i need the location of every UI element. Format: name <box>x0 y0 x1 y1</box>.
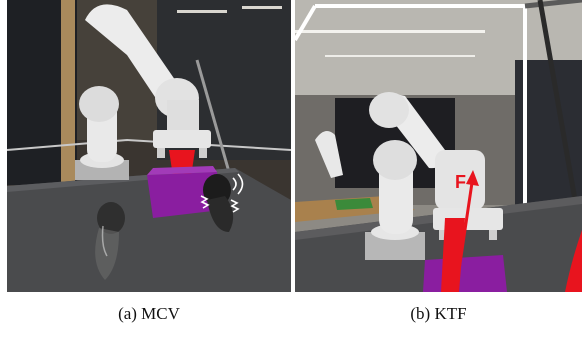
background-robot <box>315 131 343 178</box>
photo-panel-ktf: F <box>295 0 582 292</box>
vibration-icon <box>200 195 210 209</box>
caption-ktf: (b) KTF <box>410 304 467 323</box>
mcv-vr-scene <box>7 0 291 292</box>
photo-panel-mcv <box>7 0 291 292</box>
force-label: F <box>455 172 466 192</box>
ktf-vr-scene: F <box>295 0 582 292</box>
robot-gripper <box>153 130 211 148</box>
caption-mcv: (a) MCV <box>118 304 180 323</box>
force-arrow <box>457 175 475 271</box>
red-virtual-bar <box>441 218 465 292</box>
table-surface <box>295 196 582 292</box>
wooden-pillar <box>61 0 75 190</box>
vr-controller-left <box>97 202 125 234</box>
purple-block <box>423 255 507 292</box>
purple-block <box>147 172 221 218</box>
